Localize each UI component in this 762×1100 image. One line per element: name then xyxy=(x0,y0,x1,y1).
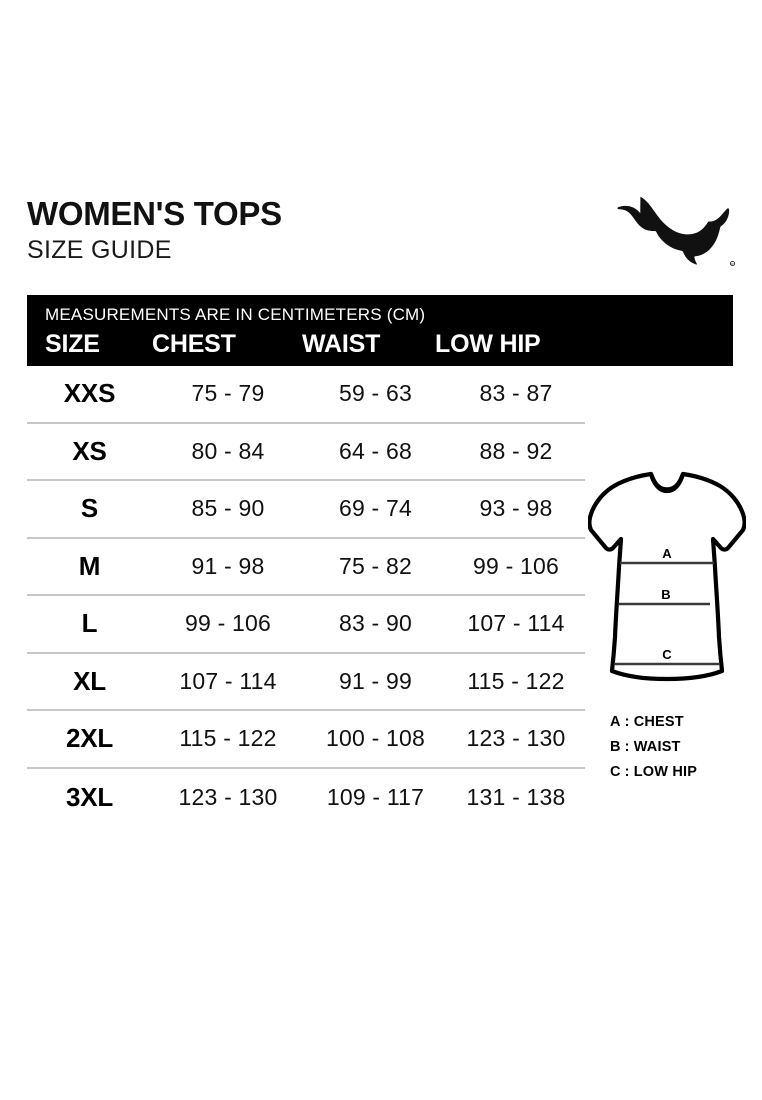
cell-low-hip: 131 - 138 xyxy=(466,783,566,810)
column-header-low-hip: LOW HIP xyxy=(435,330,541,358)
marker-label-b: B xyxy=(661,587,670,602)
cell-low-hip: 99 - 106 xyxy=(473,552,559,579)
svg-text:R: R xyxy=(731,262,734,266)
page-header: WOMEN'S TOPS SIZE GUIDE xyxy=(27,196,733,288)
cell-size: L xyxy=(81,608,98,639)
marker-label-c: C xyxy=(662,647,672,662)
table-row: S 85 - 90 69 - 74 93 - 98 xyxy=(27,481,585,539)
measurement-unit-note: MEASUREMENTS ARE IN CENTIMETERS (CM) xyxy=(45,305,426,324)
cell-size: XS xyxy=(72,435,107,466)
cell-waist: 69 - 74 xyxy=(338,495,412,522)
legend-separator: : xyxy=(624,739,630,755)
cell-waist: 100 - 108 xyxy=(326,725,425,752)
legend-key: C xyxy=(610,764,621,780)
legend-item-waist: B: WAIST xyxy=(610,735,750,760)
column-header-row: SIZE CHEST WAIST LOW HIP xyxy=(27,328,585,360)
page-subtitle: SIZE GUIDE xyxy=(27,236,172,264)
column-header-size: SIZE xyxy=(45,330,100,358)
cell-chest: 75 - 79 xyxy=(191,380,265,407)
legend-item-low-hip: C: LOW HIP xyxy=(610,760,750,785)
cell-low-hip: 107 - 114 xyxy=(467,610,565,637)
cell-chest: 123 - 130 xyxy=(178,783,278,810)
cell-waist: 64 - 68 xyxy=(338,437,412,464)
page-title: WOMEN'S TOPS xyxy=(27,195,282,232)
cell-low-hip: 93 - 98 xyxy=(479,495,553,522)
legend-separator: : xyxy=(624,714,630,730)
measurement-legend: A: CHEST B: WAIST C: LOW HIP xyxy=(610,710,750,785)
table-row: 3XL 123 - 130 109 - 117 131 - 138 xyxy=(27,769,585,827)
womens-tshirt-outline-icon: A B C xyxy=(588,462,746,694)
legend-label: LOW HIP xyxy=(633,764,698,780)
size-chart-table: MEASUREMENTS ARE IN CENTIMETERS (CM) SIZ… xyxy=(27,295,733,826)
table-row: XS 80 - 84 64 - 68 88 - 92 xyxy=(27,424,585,481)
legend-separator: : xyxy=(624,764,630,780)
cell-waist: 109 - 117 xyxy=(326,783,425,810)
legend-key: A xyxy=(610,714,621,730)
cell-chest: 115 - 122 xyxy=(179,725,277,752)
cell-chest: 107 - 114 xyxy=(179,667,277,694)
cell-chest: 99 - 106 xyxy=(185,610,271,637)
cell-size: 2XL xyxy=(65,723,114,754)
table-row: M 91 - 98 75 - 82 99 - 106 xyxy=(27,539,585,596)
puma-leaping-cat-icon: R xyxy=(617,192,735,268)
legend-label: CHEST xyxy=(633,714,684,730)
cell-size: S xyxy=(80,493,99,524)
legend-key: B xyxy=(610,739,621,755)
cell-size: XXS xyxy=(63,378,116,409)
cell-low-hip: 88 - 92 xyxy=(479,437,553,464)
table-row: XXS 75 - 79 59 - 63 83 - 87 xyxy=(27,366,585,424)
cell-size: 3XL xyxy=(65,781,114,812)
cell-waist: 59 - 63 xyxy=(338,380,412,407)
cell-chest: 85 - 90 xyxy=(191,495,265,522)
legend-item-chest: A: CHEST xyxy=(610,710,750,735)
table-row: L 99 - 106 83 - 90 107 - 114 xyxy=(27,596,585,654)
cell-low-hip: 115 - 122 xyxy=(467,667,565,694)
cell-chest: 80 - 84 xyxy=(191,437,265,464)
marker-label-a: A xyxy=(662,546,672,561)
cell-waist: 83 - 90 xyxy=(338,610,412,637)
cell-size: XL xyxy=(73,665,106,696)
table-row: XL 107 - 114 91 - 99 115 - 122 xyxy=(27,654,585,711)
cell-waist: 91 - 99 xyxy=(338,667,412,694)
cell-low-hip: 123 - 130 xyxy=(466,725,566,752)
column-header-waist: WAIST xyxy=(302,330,381,358)
cell-chest: 91 - 98 xyxy=(191,552,265,579)
legend-label: WAIST xyxy=(633,739,681,755)
column-header-chest: CHEST xyxy=(152,330,236,358)
table-row: 2XL 115 - 122 100 - 108 123 - 130 xyxy=(27,711,585,769)
cell-size: M xyxy=(78,550,101,581)
cell-low-hip: 83 - 87 xyxy=(479,380,553,407)
cell-waist: 75 - 82 xyxy=(338,552,412,579)
table-header: MEASUREMENTS ARE IN CENTIMETERS (CM) SIZ… xyxy=(27,295,733,366)
table-body: XXS 75 - 79 59 - 63 83 - 87 XS 80 - 84 6… xyxy=(27,366,585,826)
